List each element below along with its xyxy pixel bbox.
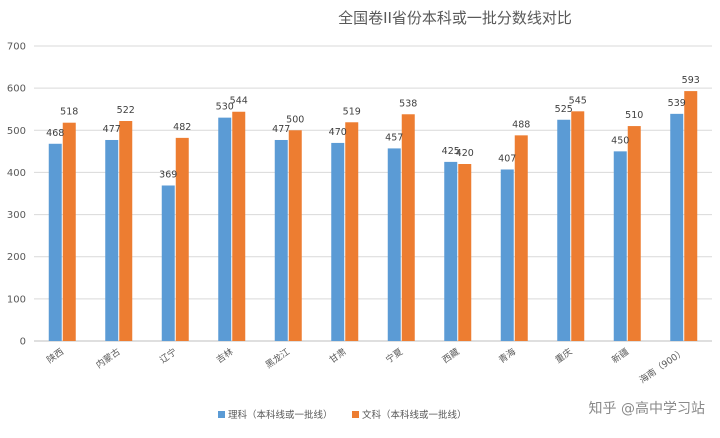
bar-liberal-arts xyxy=(458,164,472,341)
data-label: 407 xyxy=(498,153,516,164)
x-tick-label: 青海 xyxy=(496,346,518,366)
x-tick-label: 西藏 xyxy=(440,346,462,366)
data-label: 538 xyxy=(399,98,417,109)
y-tick-label: 200 xyxy=(7,252,26,263)
x-tick-label: 吉林 xyxy=(214,346,236,366)
bar-liberal-arts xyxy=(401,114,415,342)
bar-science xyxy=(161,185,175,341)
bar-science xyxy=(218,117,232,342)
data-label: 525 xyxy=(555,104,573,115)
bar-liberal-arts xyxy=(571,111,585,341)
y-tick-label: 700 xyxy=(7,42,26,53)
legend: 理科（本科线或一批线） 文科（本科线或一批线） xyxy=(218,409,467,421)
bar-science xyxy=(670,113,684,341)
bar-science xyxy=(105,139,119,341)
bar-science xyxy=(500,169,514,341)
x-tick-label: 黑龙江 xyxy=(263,346,292,371)
y-tick-label: 100 xyxy=(7,294,26,305)
x-tick-label: 辽宁 xyxy=(157,346,179,366)
data-label: 519 xyxy=(343,106,361,117)
x-tick-label: 新疆 xyxy=(609,346,631,366)
data-label: 482 xyxy=(173,122,191,133)
chart-title: 全国卷II省份本科或一批分数线对比 xyxy=(338,9,572,27)
y-axis-ticks: 0 100 200 300 400 500 600 700 xyxy=(7,42,26,348)
data-label: 420 xyxy=(456,148,474,159)
x-tick-label: 重庆 xyxy=(553,346,575,366)
x-tick-label: 宁夏 xyxy=(383,346,405,366)
data-label: 457 xyxy=(385,132,403,143)
data-label: 470 xyxy=(329,127,347,138)
y-tick-label: 400 xyxy=(7,168,26,179)
bar-liberal-arts xyxy=(627,126,641,341)
data-label: 500 xyxy=(286,114,304,125)
data-label: 518 xyxy=(60,107,78,118)
legend-label: 理科（本科线或一批线） xyxy=(228,409,333,421)
data-label: 544 xyxy=(230,96,248,107)
y-tick-label: 0 xyxy=(20,337,26,348)
data-label: 477 xyxy=(272,124,290,135)
bar-liberal-arts xyxy=(684,91,698,341)
bar-liberal-arts xyxy=(232,111,246,341)
gridlines xyxy=(34,45,712,342)
bar-liberal-arts xyxy=(175,137,189,341)
data-label: 468 xyxy=(46,128,64,139)
data-label: 539 xyxy=(668,98,686,109)
bar-science xyxy=(444,161,458,341)
bar-science xyxy=(274,139,288,341)
y-tick-label: 500 xyxy=(7,126,26,137)
x-tick-label: 内蒙古 xyxy=(93,346,122,371)
y-tick-label: 300 xyxy=(7,210,26,221)
legend-label: 文科（本科线或一批线） xyxy=(362,409,467,421)
bar-liberal-arts xyxy=(345,122,359,342)
data-label: 545 xyxy=(569,95,587,106)
bar-liberal-arts xyxy=(62,122,76,341)
data-label: 450 xyxy=(611,135,629,146)
bar-science xyxy=(613,151,627,341)
data-label: 488 xyxy=(512,119,530,130)
data-label: 369 xyxy=(159,169,177,180)
bars xyxy=(48,91,698,342)
legend-swatch xyxy=(218,411,225,418)
bar-science xyxy=(48,143,62,341)
bar-liberal-arts xyxy=(288,130,302,341)
data-label: 425 xyxy=(442,146,460,157)
bar-science xyxy=(387,148,401,341)
bar-science xyxy=(331,142,345,341)
y-tick-label: 600 xyxy=(7,84,26,95)
data-label: 477 xyxy=(103,124,121,135)
data-label: 522 xyxy=(117,105,135,116)
x-axis-ticks: 陕西 内蒙古 辽宁 吉林 黑龙江 甘肃 宁夏 西藏 青海 重庆 新疆 海南（900） xyxy=(44,346,687,386)
data-label: 530 xyxy=(216,102,234,113)
data-label: 510 xyxy=(625,110,643,121)
bar-liberal-arts xyxy=(514,135,528,341)
x-tick-label: 陕西 xyxy=(44,346,66,366)
bar-science xyxy=(557,119,571,341)
legend-swatch xyxy=(352,411,359,418)
data-label: 593 xyxy=(682,75,700,86)
data-labels: 4685184775223694825305444775004705194575… xyxy=(46,75,700,180)
x-tick-label: 海南（900） xyxy=(637,346,687,386)
x-tick-label: 甘肃 xyxy=(327,346,349,366)
bar-liberal-arts xyxy=(119,121,133,341)
watermark: 知乎 @高中学习站 xyxy=(589,400,705,417)
